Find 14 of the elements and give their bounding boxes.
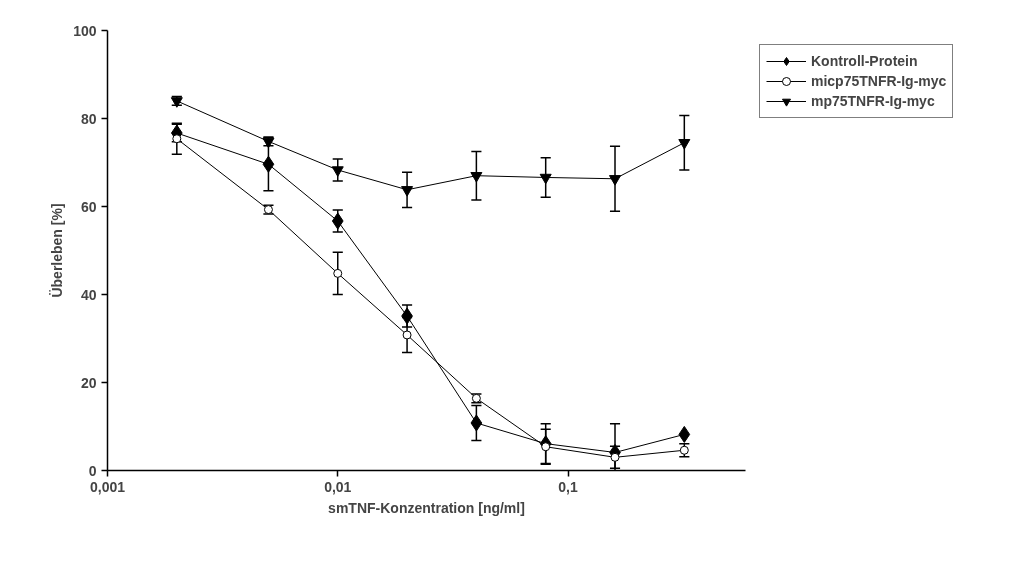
y-tick-label: 60 (80, 198, 97, 215)
x-tick-label: 0,1 (558, 478, 578, 495)
x-axis-title: smTNF-Konzentration [ng/ml] (328, 499, 525, 516)
y-tick-label: 100 (73, 22, 97, 39)
legend-label: Kontroll-Protein (811, 52, 918, 71)
y-tick-label: 0 (88, 462, 97, 479)
y-tick-label: 40 (80, 286, 97, 303)
x-tick-label: 0,01 (324, 478, 352, 495)
y-tick-label: 20 (80, 374, 97, 391)
y-axis-title: Überleben [%] (49, 203, 66, 298)
x-tick-label: 0,001 (89, 478, 126, 495)
legend-label: mp75TNFR-Ig-myc (811, 92, 935, 111)
legend-label: micp75TNFR-Ig-myc (811, 72, 947, 91)
y-tick-label: 80 (80, 110, 97, 127)
